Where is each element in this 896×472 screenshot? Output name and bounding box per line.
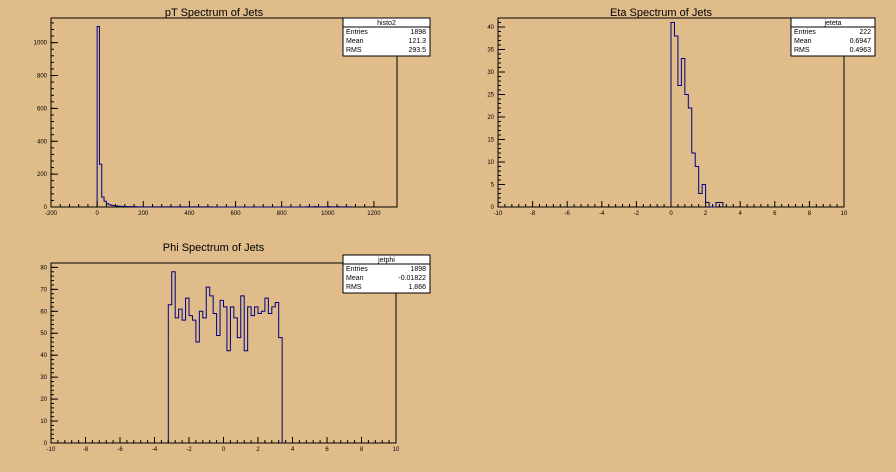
stats-value: 0.4963 [850,47,872,54]
y-tick-label: 0 [491,205,495,211]
x-tick-label: -10 [47,447,56,453]
stats-value: 1898 [410,29,426,36]
chart-title: Phi Spectrum of Jets [163,242,265,254]
x-tick-label: 2 [256,447,260,453]
x-tick-label: 800 [277,211,288,217]
stats-label: Entries [794,29,816,36]
stats-value: -0.01822 [398,275,426,282]
stats-label: Entries [346,29,368,36]
y-tick-label: 35 [487,48,494,54]
y-tick-label: 0 [44,205,48,211]
chart-title: Eta Spectrum of Jets [610,7,713,19]
y-tick-label: 10 [487,160,494,166]
x-tick-label: 0 [222,447,226,453]
x-tick-label: 8 [808,211,812,217]
x-tick-label: 4 [739,211,743,217]
x-tick-label: -2 [634,211,640,217]
histogram-line [96,26,352,208]
x-tick-label: -200 [45,211,58,217]
stats-value: 121.3 [408,38,426,45]
histogram-line [670,22,724,208]
y-tick-label: 20 [487,115,494,121]
y-tick-label: 200 [37,172,48,178]
x-tick-label: -2 [186,447,192,453]
stats-box [342,17,431,57]
y-tick-label: 40 [40,353,47,359]
y-tick-label: 1000 [34,41,48,47]
y-tick-label: 70 [40,287,47,293]
stats-label: Entries [346,266,368,273]
stats-label: RMS [346,284,362,291]
y-tick-label: 20 [40,397,47,403]
y-tick-label: 10 [40,419,47,425]
x-tick-label: 400 [184,211,195,217]
stats-name: histo2 [377,20,396,27]
y-tick-label: 30 [487,70,494,76]
x-tick-label: 2 [704,211,708,217]
x-tick-label: 600 [231,211,242,217]
x-tick-label: -6 [565,211,571,217]
y-tick-label: 5 [491,183,495,189]
y-tick-label: 40 [487,25,494,31]
stats-value: 222 [859,29,871,36]
y-tick-label: 800 [37,74,48,80]
x-tick-label: 8 [360,447,364,453]
stats-box [790,17,876,57]
y-tick-label: 60 [40,309,47,315]
y-tick-label: 50 [40,331,47,337]
stats-label: Mean [794,38,812,45]
y-tick-label: 25 [487,93,494,99]
stats-value: 1.866 [408,284,426,291]
x-tick-label: 4 [291,447,295,453]
y-tick-label: 0 [44,441,48,447]
x-tick-label: 10 [841,211,848,217]
y-tick-label: 15 [487,138,494,144]
y-tick-label: 30 [40,375,47,381]
stats-box [342,254,431,294]
x-tick-label: 10 [393,447,400,453]
x-tick-label: -8 [530,211,536,217]
x-tick-label: 1000 [321,211,335,217]
x-tick-label: -10 [494,211,503,217]
chart-title: pT Spectrum of Jets [165,7,264,19]
stats-value: 0.6947 [850,38,872,45]
x-tick-label: -4 [599,211,605,217]
x-tick-label: -4 [152,447,158,453]
histogram-line [167,271,283,443]
stats-label: Mean [346,38,364,45]
x-tick-label: 0 [95,211,99,217]
stats-label: RMS [794,47,810,54]
stats-label: RMS [346,47,362,54]
y-tick-label: 600 [37,106,48,112]
x-tick-label: -6 [117,447,123,453]
x-tick-label: 1200 [367,211,381,217]
y-tick-label: 400 [37,139,48,145]
stats-label: Mean [346,275,364,282]
x-tick-label: 6 [773,211,777,217]
stats-value: 293.5 [408,47,426,54]
stats-name: jetphi [377,257,395,264]
x-tick-label: -8 [83,447,89,453]
y-tick-label: 80 [40,265,47,271]
x-tick-label: 6 [325,447,329,453]
stats-name: jeteta [823,20,841,27]
x-tick-label: 0 [669,211,673,217]
x-tick-label: 200 [138,211,149,217]
stats-value: 1898 [410,266,426,273]
